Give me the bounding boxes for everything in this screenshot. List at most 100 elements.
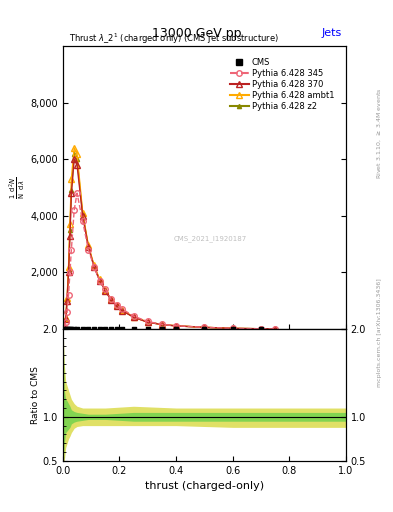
- Y-axis label: Ratio to CMS: Ratio to CMS: [31, 366, 40, 424]
- Text: CMS_2021_I1920187: CMS_2021_I1920187: [173, 235, 247, 242]
- Pythia 6.428 ambt1: [92, 262, 96, 268]
- Pythia 6.428 ambt1: [80, 210, 85, 216]
- Pythia 6.428 ambt1: [114, 302, 119, 308]
- Pythia 6.428 370: [65, 297, 70, 304]
- Pythia 6.428 370: [68, 232, 72, 239]
- Point: [102, 325, 108, 333]
- Pythia 6.428 z2: [259, 326, 263, 332]
- Point: [74, 325, 80, 333]
- Pythia 6.428 z2: [86, 243, 91, 249]
- Pythia 6.428 345: [66, 292, 71, 298]
- Pythia 6.428 370: [62, 325, 67, 331]
- Text: Thrust $\lambda\_2^1$ (charged only) (CMS jet substructure): Thrust $\lambda\_2^1$ (charged only) (CM…: [68, 32, 279, 46]
- Point: [159, 325, 165, 333]
- Pythia 6.428 z2: [103, 287, 108, 293]
- Pythia 6.428 345: [273, 326, 277, 332]
- Pythia 6.428 345: [103, 286, 108, 292]
- Pythia 6.428 z2: [97, 277, 102, 283]
- Pythia 6.428 345: [86, 247, 91, 253]
- X-axis label: thrust (charged-only): thrust (charged-only): [145, 481, 264, 491]
- Pythia 6.428 z2: [108, 296, 113, 303]
- Pythia 6.428 370: [92, 264, 96, 270]
- Line: Pythia 6.428 370: Pythia 6.428 370: [62, 156, 278, 332]
- Pythia 6.428 ambt1: [72, 145, 77, 151]
- Pythia 6.428 370: [273, 326, 277, 332]
- Pythia 6.428 370: [131, 314, 136, 321]
- Pythia 6.428 370: [72, 156, 77, 162]
- Point: [62, 325, 69, 333]
- Point: [201, 325, 208, 333]
- Pythia 6.428 370: [69, 190, 74, 196]
- Pythia 6.428 z2: [68, 227, 72, 233]
- Pythia 6.428 345: [160, 321, 164, 327]
- Pythia 6.428 z2: [62, 325, 67, 331]
- Point: [173, 325, 179, 333]
- Point: [65, 325, 72, 333]
- Pythia 6.428 345: [75, 190, 79, 196]
- Pythia 6.428 345: [174, 323, 178, 329]
- Pythia 6.428 370: [120, 308, 125, 314]
- Pythia 6.428 345: [69, 247, 74, 253]
- Pythia 6.428 370: [103, 288, 108, 294]
- Pythia 6.428 z2: [72, 151, 77, 157]
- Pythia 6.428 345: [65, 309, 70, 315]
- Pythia 6.428 370: [97, 278, 102, 284]
- Pythia 6.428 370: [75, 162, 79, 168]
- Pythia 6.428 345: [97, 278, 102, 284]
- Text: 13000 GeV pp: 13000 GeV pp: [152, 27, 241, 40]
- Pythia 6.428 z2: [66, 266, 71, 272]
- Pythia 6.428 ambt1: [160, 322, 164, 328]
- Point: [85, 325, 92, 333]
- Pythia 6.428 370: [114, 303, 119, 309]
- Pythia 6.428 345: [62, 325, 67, 331]
- Point: [97, 325, 103, 333]
- Pythia 6.428 ambt1: [108, 296, 113, 303]
- Pythia 6.428 z2: [75, 156, 79, 162]
- Pythia 6.428 ambt1: [145, 319, 150, 325]
- Legend: CMS, Pythia 6.428 345, Pythia 6.428 370, Pythia 6.428 ambt1, Pythia 6.428 z2: CMS, Pythia 6.428 345, Pythia 6.428 370,…: [228, 56, 336, 113]
- Pythia 6.428 345: [108, 296, 113, 302]
- Pythia 6.428 345: [63, 318, 68, 325]
- Pythia 6.428 z2: [63, 315, 68, 322]
- Pythia 6.428 z2: [92, 263, 96, 269]
- Text: Jets: Jets: [321, 28, 342, 38]
- Pythia 6.428 345: [230, 325, 235, 331]
- Pythia 6.428 345: [202, 324, 207, 330]
- Pythia 6.428 ambt1: [66, 264, 71, 270]
- Pythia 6.428 ambt1: [86, 242, 91, 248]
- Point: [119, 325, 125, 333]
- Point: [67, 325, 73, 333]
- Line: Pythia 6.428 z2: Pythia 6.428 z2: [62, 152, 277, 331]
- Pythia 6.428 345: [120, 306, 125, 312]
- Pythia 6.428 ambt1: [230, 325, 235, 331]
- Pythia 6.428 370: [174, 323, 178, 329]
- Pythia 6.428 ambt1: [103, 287, 108, 293]
- Pythia 6.428 z2: [230, 325, 235, 331]
- Pythia 6.428 z2: [160, 322, 164, 328]
- Pythia 6.428 z2: [202, 324, 207, 330]
- Pythia 6.428 z2: [80, 211, 85, 218]
- Point: [230, 325, 236, 333]
- Pythia 6.428 z2: [145, 319, 150, 325]
- Point: [130, 325, 137, 333]
- Pythia 6.428 ambt1: [62, 325, 67, 331]
- Line: Pythia 6.428 345: Pythia 6.428 345: [62, 190, 278, 332]
- Point: [114, 325, 120, 333]
- Pythia 6.428 370: [202, 324, 207, 330]
- Point: [108, 325, 114, 333]
- Pythia 6.428 345: [114, 302, 119, 308]
- Pythia 6.428 345: [131, 313, 136, 319]
- Pythia 6.428 345: [259, 326, 263, 332]
- Pythia 6.428 z2: [174, 323, 178, 329]
- Point: [68, 325, 75, 333]
- Pythia 6.428 ambt1: [202, 324, 207, 330]
- Point: [64, 325, 70, 333]
- Pythia 6.428 370: [259, 326, 263, 332]
- Y-axis label: $\frac{1}{\mathrm{N}}\,\frac{\mathrm{d}^2 N}{\mathrm{d}\lambda}$: $\frac{1}{\mathrm{N}}\,\frac{\mathrm{d}^…: [8, 176, 28, 199]
- Pythia 6.428 z2: [65, 296, 70, 302]
- Pythia 6.428 370: [86, 244, 91, 250]
- Point: [145, 325, 151, 333]
- Point: [61, 325, 68, 333]
- Pythia 6.428 370: [108, 297, 113, 303]
- Pythia 6.428 z2: [120, 307, 125, 313]
